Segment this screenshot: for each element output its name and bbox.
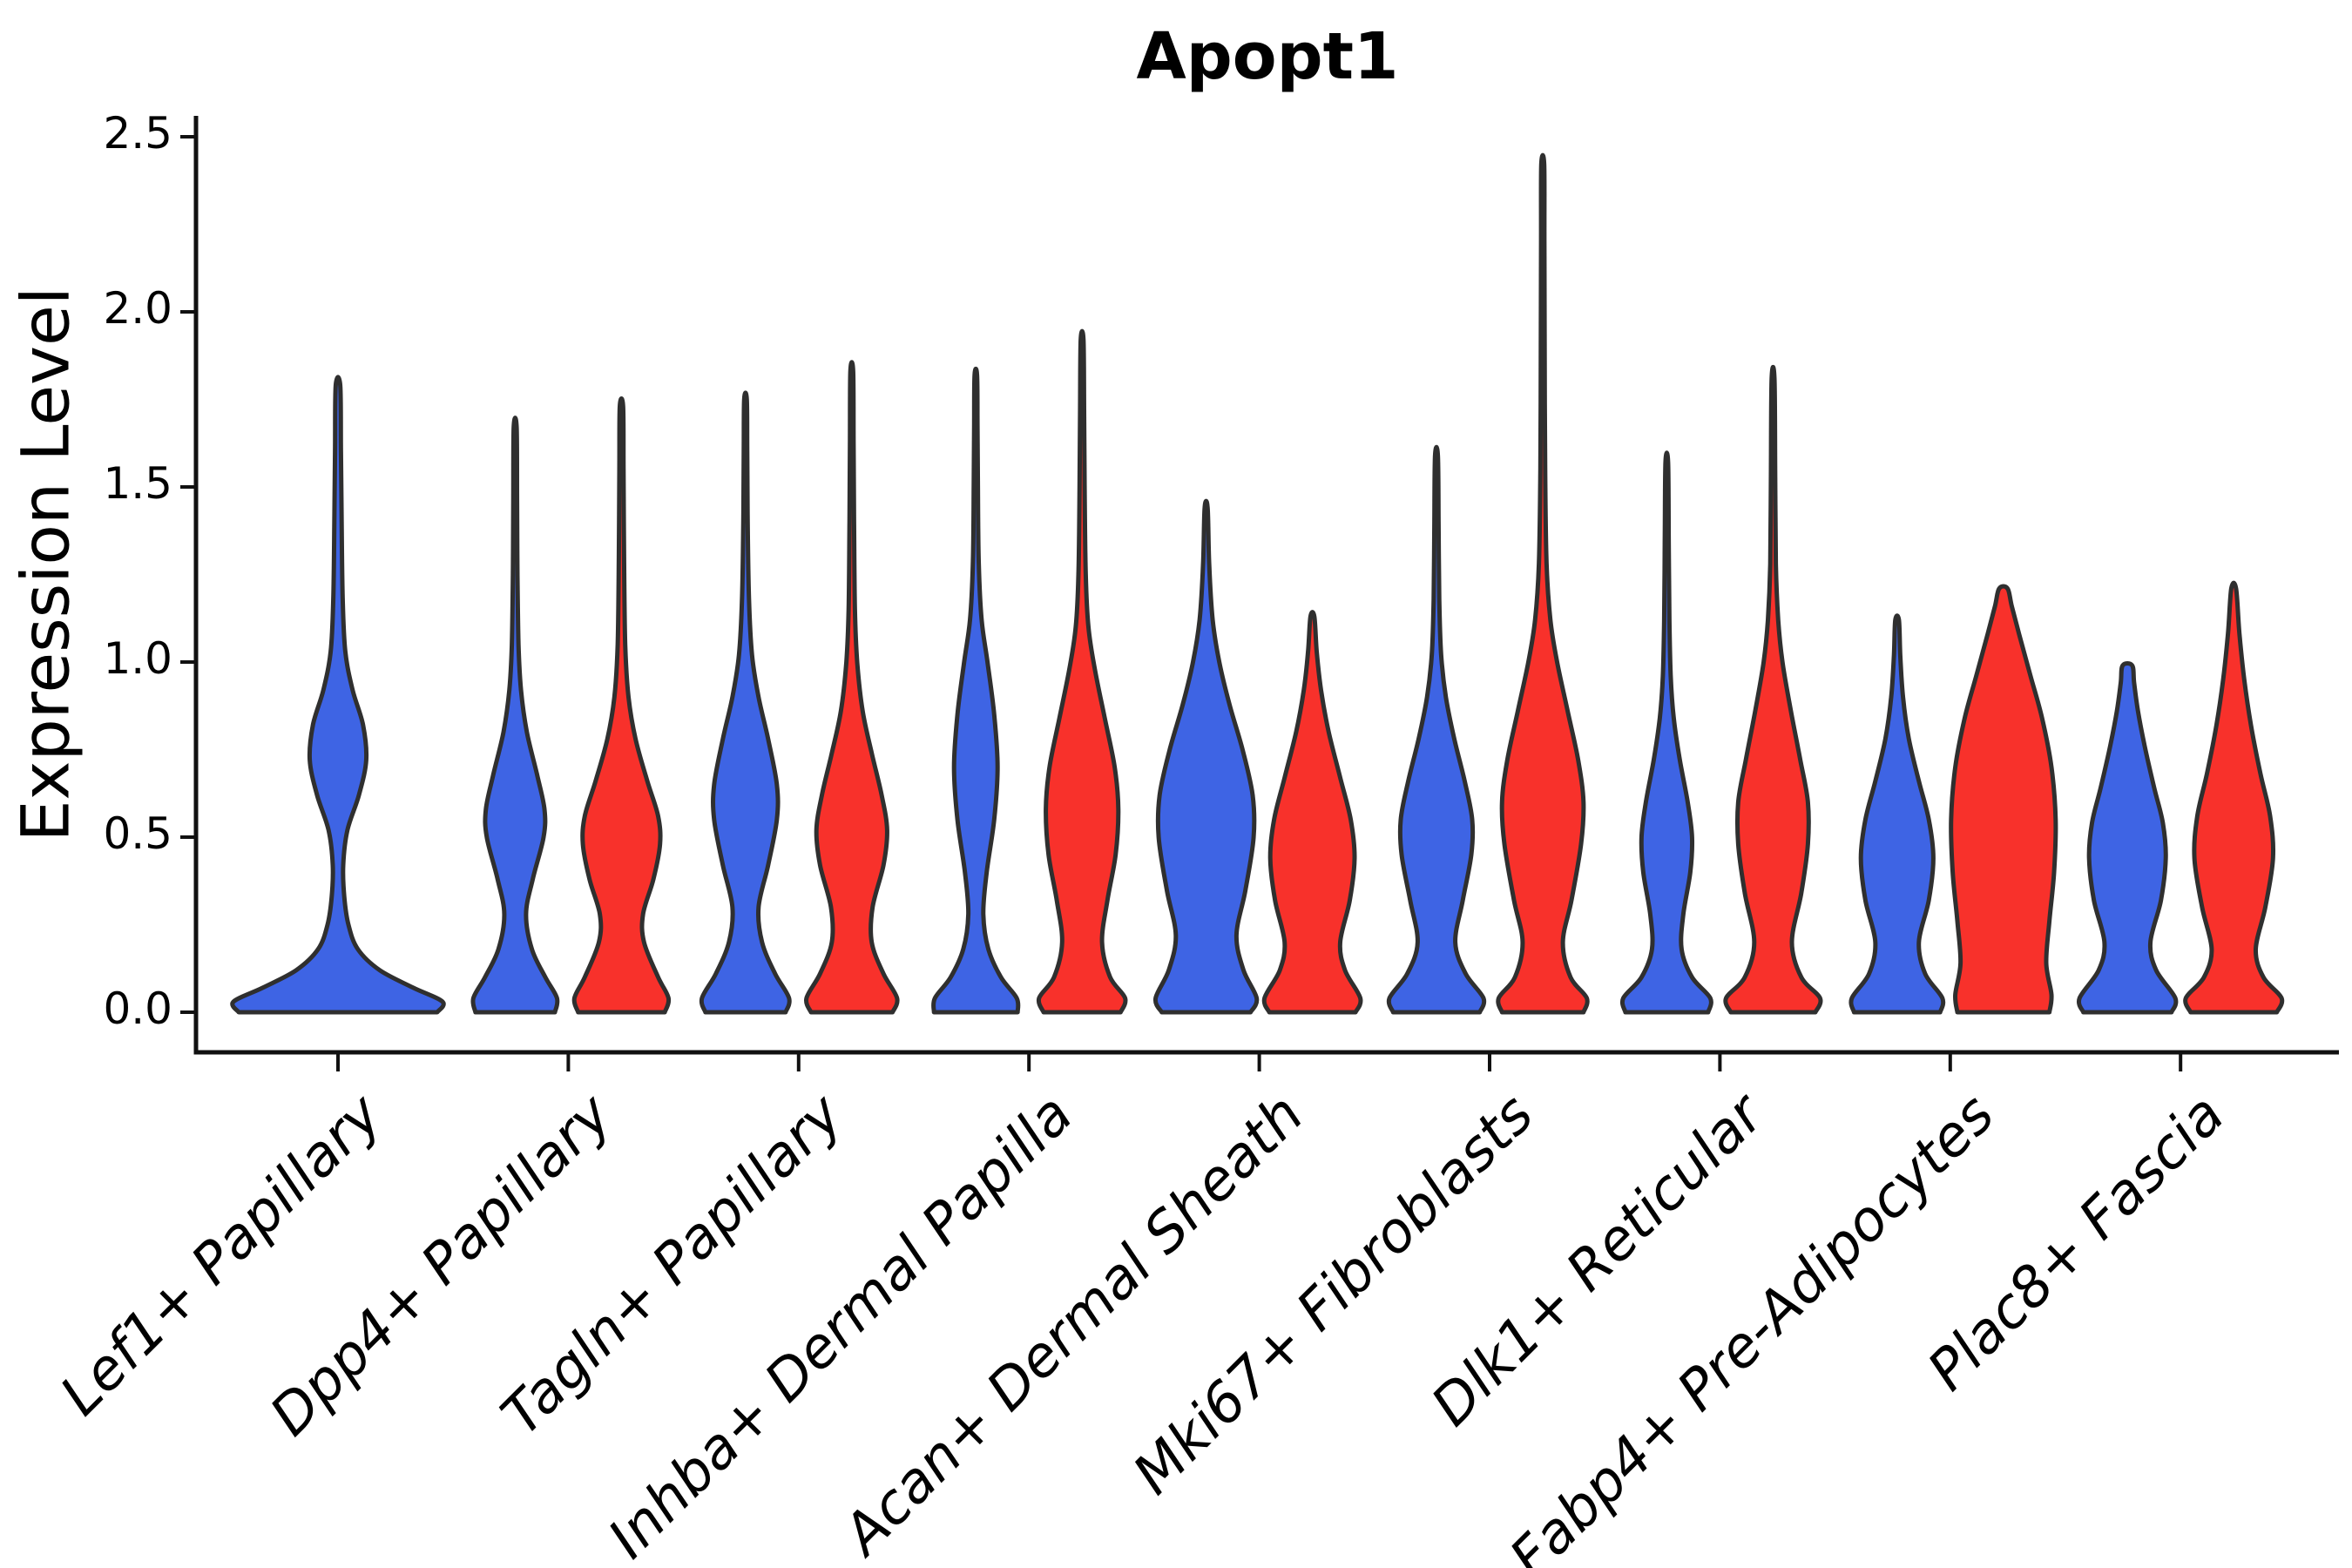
violin-inhba-dermal-papilla-blue (931, 366, 1021, 1015)
violin-mki67-fibroblasts-red (1496, 152, 1590, 1015)
violin-plac8-fascia-blue (2077, 661, 2179, 1015)
violin-fabp4-pre-adipocytes-red (1949, 584, 2058, 1015)
y-tick-label: 1.5 (103, 458, 172, 509)
y-tick-label: 1.0 (103, 633, 172, 684)
violin-dlk1-reticular-blue (1619, 450, 1713, 1015)
violin-inhba-dermal-papilla-red (1036, 328, 1128, 1015)
violin-acan-dermal-sheath-red (1261, 610, 1363, 1015)
violin-tagln-papillary-red (804, 360, 900, 1015)
violin-acan-dermal-sheath-blue (1152, 498, 1260, 1015)
violin-plac8-fascia-red (2183, 580, 2285, 1015)
page-title: Apopt1 (1136, 19, 1399, 94)
y-tick-label: 2.5 (103, 108, 172, 159)
violin-dpp4-papillary-blue (470, 416, 560, 1015)
violin-fabp4-pre-adipocytes-blue (1848, 613, 1946, 1015)
violin-dlk1-reticular-red (1723, 364, 1823, 1015)
violin-tagln-papillary-blue (699, 390, 792, 1015)
y-axis-label: Expression Level (6, 287, 84, 842)
violin-lef1-papillary-blue (230, 375, 446, 1015)
y-tick-label: 2.0 (103, 283, 172, 334)
violin-mki67-fibroblasts-blue (1386, 444, 1487, 1015)
y-tick-label: 0.5 (103, 808, 172, 859)
violin-dpp4-papillary-red (571, 396, 672, 1015)
y-tick-label: 0.0 (103, 983, 172, 1034)
